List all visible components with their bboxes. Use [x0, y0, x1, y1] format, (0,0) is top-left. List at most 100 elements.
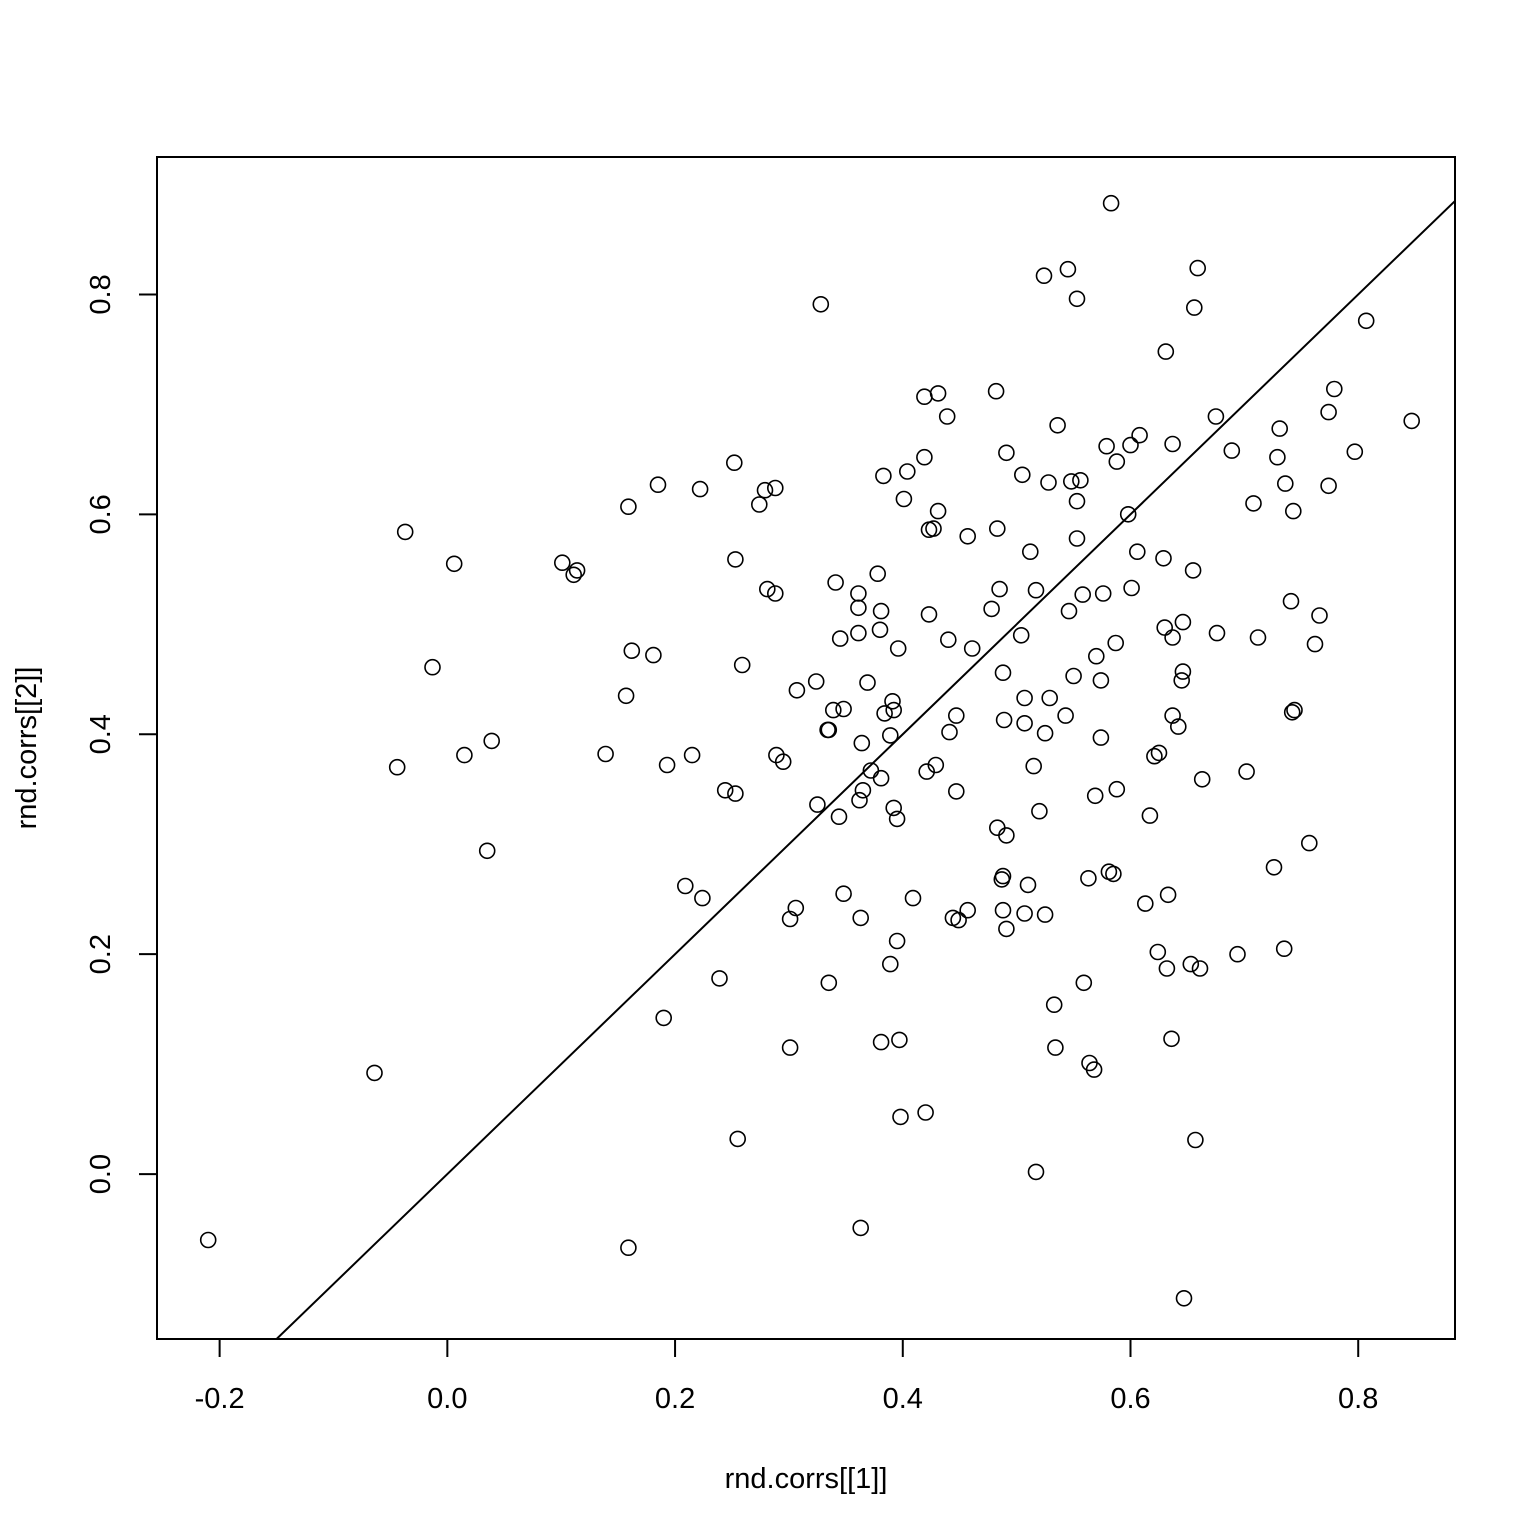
data-point-16: [623, 642, 641, 660]
data-point-40: [781, 1039, 799, 1056]
data-point-94: [929, 502, 947, 520]
data-point-70: [875, 467, 892, 485]
data-point-60: [852, 1219, 870, 1237]
data-point-58: [851, 791, 868, 809]
data-point-1: [366, 1064, 383, 1082]
data-point-44: [809, 796, 826, 813]
data-point-170: [1146, 747, 1163, 765]
data-point-39: [781, 910, 799, 928]
data-point-193: [1193, 770, 1211, 788]
data-point-172: [1150, 744, 1168, 762]
data-point-133: [1041, 689, 1058, 707]
data-point-97: [941, 723, 958, 741]
data-point-49: [824, 701, 842, 719]
data-point-215: [1326, 380, 1343, 398]
data-point-29: [727, 785, 744, 802]
data-point-136: [1049, 416, 1066, 434]
data-point-167: [1131, 426, 1148, 444]
data-point-76: [885, 799, 903, 817]
data-point-61: [853, 734, 871, 752]
data-point-131: [1036, 906, 1054, 923]
data-point-124: [1022, 543, 1039, 561]
data-point-195: [1208, 624, 1226, 642]
data-point-11: [568, 562, 586, 579]
data-point-166: [1129, 543, 1146, 561]
plot-frame: [156, 156, 1456, 1340]
data-point-85: [916, 388, 933, 406]
data-point-67: [872, 602, 890, 620]
data-point-47: [820, 721, 838, 739]
reference-line-y-equals-x: [275, 199, 1455, 1339]
data-point-62: [854, 781, 872, 799]
data-point-78: [888, 932, 906, 950]
data-point-196: [1223, 442, 1241, 459]
data-point-197: [1229, 945, 1246, 963]
data-point-128: [1031, 802, 1048, 820]
data-point-32: [750, 496, 768, 513]
data-point-213: [1320, 403, 1337, 421]
data-point-188: [1184, 562, 1202, 579]
data-point-153: [1092, 672, 1110, 689]
data-point-43: [807, 673, 825, 690]
data-point-135: [1047, 1039, 1064, 1056]
data-point-148: [1080, 869, 1097, 887]
data-point-112: [994, 867, 1012, 885]
data-point-2: [388, 758, 406, 776]
data-point-30: [729, 1130, 747, 1148]
data-point-90: [920, 606, 938, 623]
data-point-145: [1072, 471, 1089, 489]
data-point-179: [1164, 435, 1181, 453]
data-point-194: [1207, 408, 1225, 425]
y-axis-title: rnd.corrs[[2]]: [11, 667, 43, 830]
data-point-208: [1285, 502, 1302, 520]
data-point-164: [1122, 436, 1139, 454]
data-point-205: [1277, 475, 1294, 492]
data-point-123: [1019, 876, 1037, 894]
data-point-18: [649, 476, 667, 494]
data-point-203: [1271, 420, 1288, 437]
data-point-82: [895, 490, 913, 508]
data-point-122: [1016, 905, 1033, 922]
data-point-130: [1036, 724, 1054, 742]
data-point-74: [884, 692, 901, 710]
data-point-100: [947, 783, 965, 800]
data-point-42: [788, 681, 806, 699]
data-point-73: [881, 955, 899, 973]
data-point-9: [553, 554, 571, 572]
data-point-77: [888, 810, 906, 828]
data-point-26: [716, 781, 734, 799]
data-point-38: [774, 753, 792, 771]
data-point-46: [819, 721, 836, 739]
data-point-12: [597, 745, 614, 763]
data-point-99: [947, 707, 965, 724]
data-point-109: [991, 580, 1008, 598]
data-point-177: [1159, 886, 1177, 904]
data-point-209: [1286, 701, 1303, 719]
data-point-162: [1108, 780, 1126, 798]
data-point-141: [1065, 667, 1082, 685]
data-point-105: [983, 600, 1000, 618]
data-point-154: [1092, 729, 1110, 746]
data-point-3: [396, 523, 414, 541]
data-point-45: [812, 295, 830, 313]
y-tick-label-1: 0.2: [85, 934, 117, 974]
data-point-189: [1186, 299, 1203, 316]
data-point-134: [1045, 996, 1063, 1014]
data-point-34: [758, 580, 776, 598]
data-point-4: [424, 658, 441, 676]
data-point-138: [1059, 260, 1077, 278]
data-point-52: [831, 630, 849, 647]
data-point-168: [1137, 895, 1154, 912]
data-point-69: [872, 1033, 890, 1051]
data-point-33: [756, 481, 774, 499]
data-point-147: [1075, 974, 1093, 992]
data-point-187: [1182, 955, 1200, 973]
data-point-0: [199, 1231, 217, 1249]
data-point-113: [994, 901, 1012, 919]
data-point-169: [1141, 807, 1159, 824]
data-point-79: [889, 640, 907, 657]
y-tick-label-2: 0.4: [85, 714, 117, 754]
data-point-159: [1105, 865, 1122, 883]
data-point-22: [683, 746, 701, 764]
y-tick-label-4: 0.8: [85, 274, 117, 314]
